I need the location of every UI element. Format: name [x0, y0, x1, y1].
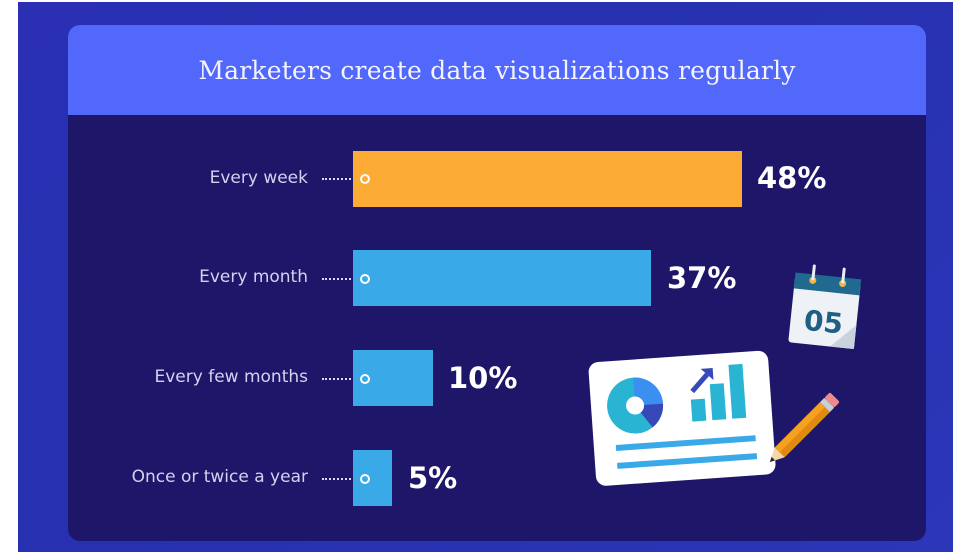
donut-chart-icon: [607, 377, 664, 434]
bar-value: 5%: [408, 461, 458, 495]
bar-chart-icon: [690, 363, 747, 422]
bar-value: 37%: [667, 261, 737, 295]
bar-label: Every week: [209, 168, 308, 188]
pencil-icon: [769, 393, 839, 463]
card-header: Marketers create data visualizations reg…: [68, 25, 926, 115]
bar-label: Every month: [199, 267, 308, 287]
bar-label: Once or twice a year: [131, 467, 308, 487]
bar-value: 10%: [448, 361, 518, 395]
bar-anchor-dot: [360, 174, 370, 184]
bar-every-month: [353, 250, 651, 306]
calendar-day: 05: [802, 304, 844, 341]
bar-anchor-dot: [360, 274, 370, 284]
leader-dots: [322, 278, 358, 280]
bar-once-or-twice-a-year: [353, 450, 392, 506]
leader-dots: [322, 378, 358, 380]
chart-title: Marketers create data visualizations reg…: [198, 55, 796, 85]
bar-value: 48%: [757, 161, 827, 195]
bar-anchor-dot: [360, 374, 370, 384]
trend-arrow-icon: [690, 368, 714, 394]
leader-dots: [322, 178, 358, 180]
calendar-icon: 05: [788, 264, 862, 350]
bar-every-week: [353, 151, 742, 207]
leader-dots: [322, 478, 358, 480]
bar-anchor-dot: [360, 474, 370, 484]
report-card-icon: [588, 350, 776, 486]
bar-label: Every few months: [154, 367, 309, 387]
